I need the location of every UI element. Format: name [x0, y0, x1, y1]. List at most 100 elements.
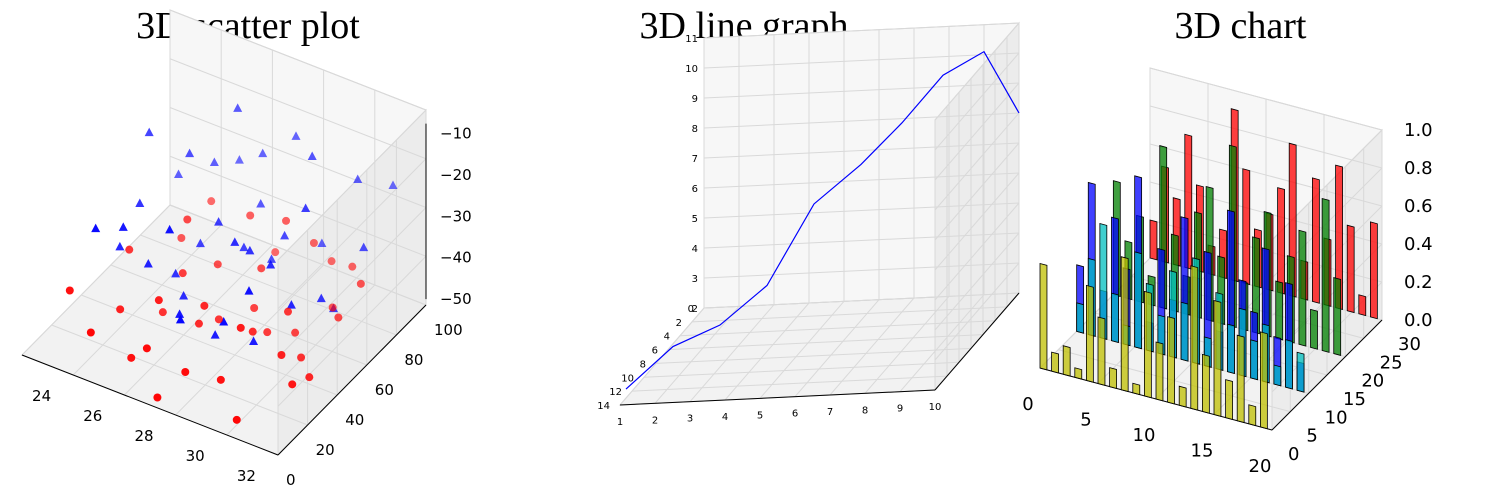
- z-tick-label: 1.0: [1404, 120, 1433, 141]
- scatter-point-triangle: [249, 336, 259, 345]
- z-gridline: [169, 204, 427, 306]
- y-tick-label: 2: [676, 318, 682, 329]
- bar: [1311, 177, 1320, 304]
- scatter-point-triangle: [115, 241, 125, 251]
- z-gridline: [703, 172, 1020, 189]
- y-axis-line: [1271, 319, 1383, 431]
- z-gridline: [169, 58, 427, 160]
- x-gridline: [794, 299, 880, 397]
- bar: [1273, 364, 1282, 387]
- z-gridline: [703, 232, 1020, 249]
- z-tick-label: 7: [692, 154, 698, 165]
- x-tick-label: 0: [1022, 394, 1033, 415]
- bar: [1277, 187, 1285, 295]
- x-tick-label: 3: [687, 414, 693, 425]
- scatter-point-triangle: [286, 300, 296, 309]
- bar: [1180, 301, 1189, 362]
- x-gridline: [759, 301, 845, 399]
- scatter-point-circle: [142, 344, 151, 353]
- scatter-point-triangle: [210, 330, 220, 339]
- bar: [1109, 367, 1117, 389]
- scatter-point-triangle: [143, 259, 153, 268]
- y-tick-label: 10: [621, 373, 634, 384]
- x-tick-label: 1: [617, 417, 623, 428]
- z-tick-label: 0.6: [1404, 196, 1433, 217]
- bar: [1236, 334, 1245, 424]
- scatter-panel: 3D scatter plot 24 26 28 30 32 0 20 40 60 80 100 −5…: [0, 0, 496, 491]
- x-tick-label: 24: [32, 387, 51, 405]
- scatter-point-triangle: [185, 148, 195, 158]
- z-tick-label: 0.0: [1404, 310, 1433, 331]
- scatter-point-triangle: [209, 157, 219, 166]
- z-gridline: [934, 82, 1020, 181]
- scatter-point-triangle: [118, 222, 128, 231]
- scatter-point-triangle: [301, 203, 311, 212]
- line-series: [625, 50, 1020, 390]
- y-tick-label: 12: [609, 387, 622, 398]
- x-gridline: [724, 302, 810, 401]
- scatter-point-triangle: [174, 169, 184, 178]
- x-gridline: [899, 294, 985, 392]
- y-gridline: [140, 234, 397, 336]
- bar: [1250, 339, 1259, 381]
- bar: [1039, 262, 1048, 371]
- z-tick-label: 3: [692, 274, 698, 285]
- z-tick-label: 0.8: [1404, 158, 1433, 179]
- y-tick-label: 60: [375, 381, 394, 399]
- bar: [1242, 168, 1251, 286]
- scatter-point-triangle: [144, 127, 154, 137]
- bar: [1321, 197, 1330, 353]
- y-tick-label: 8: [640, 359, 646, 370]
- scatter-point-circle: [271, 248, 280, 257]
- z-gridline: [703, 82, 1020, 99]
- scatter-point-circle: [158, 308, 167, 317]
- scatter-point-triangle: [165, 224, 175, 234]
- bar-title: 3D chart: [1174, 5, 1307, 47]
- z-gridline: [277, 109, 427, 261]
- scatter-point-circle: [154, 296, 163, 305]
- scatter-point-circle: [288, 380, 297, 389]
- bar: [1155, 341, 1164, 402]
- x-gridline: [175, 264, 324, 416]
- scatter-point-circle: [297, 353, 306, 362]
- scatter-point-triangle: [359, 242, 369, 252]
- scatter-point-triangle: [171, 268, 181, 278]
- bar: [1248, 404, 1257, 427]
- z-gridline: [934, 112, 1020, 211]
- scatter-point-circle: [327, 257, 336, 266]
- bar: [1201, 353, 1210, 414]
- z-gridline: [1149, 67, 1383, 131]
- bar: [1074, 367, 1083, 380]
- scatter-point-triangle: [175, 314, 185, 324]
- bar: [1296, 351, 1305, 393]
- scatter-point-circle: [334, 313, 343, 322]
- x-tick-label: 2: [652, 415, 658, 426]
- scatter-point-circle: [65, 286, 74, 295]
- bar: [1167, 316, 1175, 405]
- scatter-point-circle: [116, 305, 125, 314]
- bar: [1097, 316, 1106, 386]
- z-gridline: [703, 262, 1020, 279]
- bar: [1227, 323, 1235, 375]
- y-tick-label: 30: [1398, 334, 1421, 355]
- x-gridline: [72, 224, 222, 376]
- x-tick-label: 7: [827, 407, 833, 418]
- scatter-point-triangle: [234, 155, 244, 164]
- bar-panel: 3D chart 0 5 10 15 20 0 5 10 15 20 25 30 0.0 0.2 0.4 0.…: [992, 0, 1489, 491]
- z-tick-label: −10: [440, 124, 472, 142]
- y-tick-label: 40: [345, 411, 364, 429]
- z-tick-label: 11: [685, 34, 698, 45]
- scatter-point-circle: [181, 368, 190, 376]
- scatter-point-triangle: [353, 174, 363, 183]
- scatter-point-triangle: [256, 199, 266, 208]
- scatter-point-circle: [284, 307, 292, 316]
- scatter-point-circle: [194, 319, 203, 328]
- y-tick-label: 25: [1380, 352, 1403, 373]
- scatter-point-triangle: [316, 293, 326, 303]
- y-tick-label: 0: [286, 471, 296, 489]
- z-gridline: [703, 112, 1020, 129]
- bar: [1143, 290, 1152, 399]
- y-gridline: [110, 264, 367, 366]
- bar: [1259, 331, 1268, 430]
